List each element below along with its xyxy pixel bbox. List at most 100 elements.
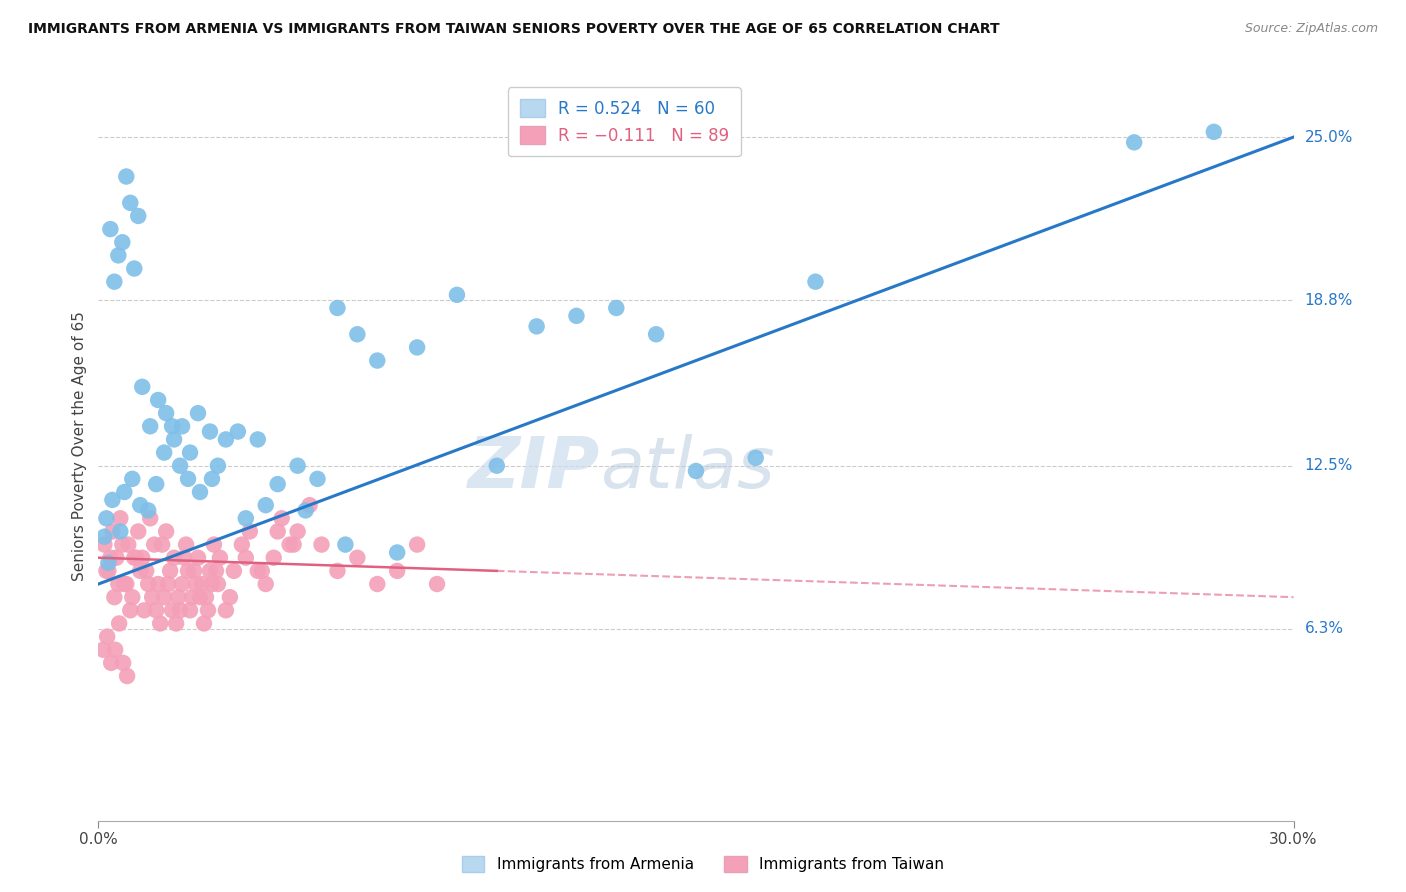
Point [129, 564, 152, 578]
Point [270, 511, 292, 525]
Point [1202, 125, 1225, 139]
Point [145, 603, 167, 617]
Point [100, 656, 122, 670]
Point [181, 590, 204, 604]
Point [117, 538, 139, 552]
Point [197, 603, 219, 617]
Point [177, 564, 200, 578]
Point [179, 445, 201, 459]
Point [745, 450, 768, 465]
Point [97, 564, 120, 578]
Point [153, 590, 176, 604]
Point [98, 550, 122, 565]
Point [222, 564, 245, 578]
Point [565, 309, 588, 323]
Point [346, 550, 368, 565]
Point [446, 288, 468, 302]
Point [187, 406, 209, 420]
Point [103, 275, 125, 289]
Point [201, 577, 224, 591]
Point [120, 195, 142, 210]
Legend: Immigrants from Armenia, Immigrants from Taiwan: Immigrants from Armenia, Immigrants from… [454, 848, 952, 880]
Point [108, 616, 131, 631]
Point [160, 419, 183, 434]
Point [191, 577, 214, 591]
Point [173, 550, 195, 565]
Point [153, 445, 176, 459]
Point [298, 498, 321, 512]
Point [198, 564, 221, 578]
Point [605, 301, 627, 315]
Point [169, 603, 191, 617]
Point [93, 538, 115, 552]
Point [155, 406, 177, 420]
Point [172, 419, 194, 434]
Point [163, 433, 186, 447]
Point [141, 590, 163, 604]
Point [96, 564, 118, 578]
Point [246, 433, 269, 447]
Point [91, 642, 114, 657]
Point [235, 511, 257, 525]
Text: 12.5%: 12.5% [1305, 458, 1353, 474]
Text: Source: ZipAtlas.com: Source: ZipAtlas.com [1244, 22, 1378, 36]
Point [148, 392, 170, 407]
Point [263, 550, 285, 565]
Point [131, 550, 153, 565]
Point [139, 511, 162, 525]
Point [366, 577, 388, 591]
Point [120, 603, 142, 617]
Point [215, 603, 238, 617]
Point [208, 550, 231, 565]
Point [326, 564, 349, 578]
Point [125, 550, 148, 565]
Point [163, 550, 186, 565]
Point [115, 669, 138, 683]
Point [112, 656, 135, 670]
Point [107, 248, 129, 262]
Legend: R = 0.524   N = 60, R = −0.111   N = 89: R = 0.524 N = 60, R = −0.111 N = 89 [508, 87, 741, 156]
Point [215, 433, 238, 447]
Point [685, 464, 707, 478]
Point [201, 472, 224, 486]
Point [202, 538, 225, 552]
Point [169, 458, 191, 473]
Point [104, 642, 127, 657]
Point [179, 603, 201, 617]
Point [115, 577, 138, 591]
Point [112, 485, 135, 500]
Point [98, 222, 122, 236]
Point [121, 590, 143, 604]
Point [127, 209, 149, 223]
Point [159, 564, 181, 578]
Point [103, 590, 125, 604]
Point [193, 616, 215, 631]
Point [254, 577, 277, 591]
Point [195, 590, 218, 604]
Y-axis label: Seniors Poverty Over the Age of 65: Seniors Poverty Over the Age of 65 [72, 311, 87, 581]
Point [335, 538, 357, 552]
Point [105, 550, 128, 565]
Point [366, 353, 388, 368]
Point [267, 477, 290, 491]
Point [426, 577, 449, 591]
Point [97, 556, 120, 570]
Point [226, 425, 249, 439]
Point [124, 261, 146, 276]
Point [231, 538, 253, 552]
Point [165, 616, 187, 631]
Point [254, 498, 277, 512]
Point [131, 380, 153, 394]
Point [112, 577, 135, 591]
Point [148, 577, 170, 591]
Point [177, 472, 200, 486]
Point [326, 301, 349, 315]
Point [145, 477, 167, 491]
Point [167, 590, 190, 604]
Point [188, 590, 211, 604]
Point [267, 524, 290, 539]
Text: atlas: atlas [600, 434, 775, 503]
Point [96, 511, 118, 525]
Point [139, 419, 162, 434]
Point [107, 577, 129, 591]
